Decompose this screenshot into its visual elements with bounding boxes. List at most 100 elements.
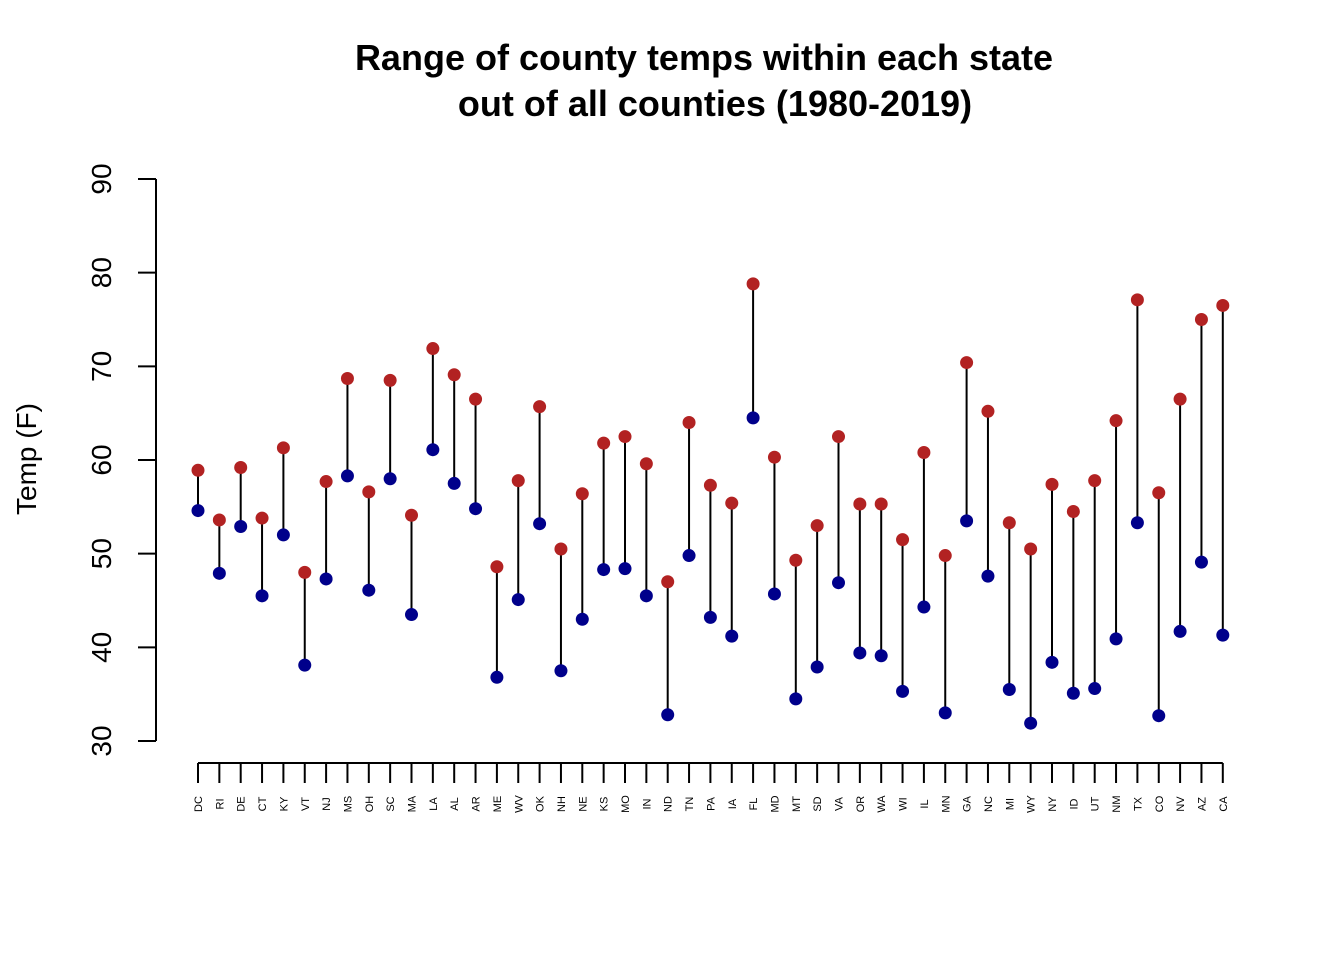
x-tick-label: IA bbox=[727, 798, 739, 809]
low-point-tn bbox=[682, 549, 696, 563]
high-point-dc bbox=[191, 463, 205, 477]
high-point-wa bbox=[874, 497, 888, 511]
high-point-wi bbox=[896, 533, 910, 547]
high-point-pa bbox=[703, 478, 717, 492]
high-point-wy bbox=[1024, 542, 1038, 556]
low-point-id bbox=[1066, 686, 1080, 700]
low-point-ks bbox=[597, 563, 611, 577]
low-point-nc bbox=[981, 569, 995, 583]
low-point-dc bbox=[191, 504, 205, 518]
high-point-ct bbox=[255, 511, 269, 525]
x-axis: DC RI DE CT KY VT NJ MS OH SC MA LA AL AR ME WV OK NH NE KS… bbox=[193, 762, 1230, 813]
low-point-ca bbox=[1216, 628, 1230, 642]
low-point-ky bbox=[276, 528, 290, 542]
low-point-az bbox=[1194, 555, 1208, 569]
low-point-ok bbox=[533, 517, 547, 531]
high-point-tn bbox=[682, 416, 696, 430]
high-point-nj bbox=[319, 475, 333, 489]
low-point-sd bbox=[810, 660, 824, 674]
x-tick-label: MI bbox=[1004, 798, 1016, 810]
low-point-wa bbox=[874, 649, 888, 663]
x-tick-label: CT bbox=[257, 796, 269, 811]
x-tick-label: NH bbox=[556, 796, 568, 812]
x-tick-label: VA bbox=[834, 796, 846, 811]
y-tick-label: 80 bbox=[86, 257, 117, 288]
high-point-ri bbox=[212, 513, 226, 527]
y-tick-label: 90 bbox=[86, 163, 117, 194]
low-point-va bbox=[832, 576, 845, 590]
high-point-ok bbox=[533, 400, 547, 414]
high-temp-points bbox=[191, 277, 1230, 589]
x-tick-label: MA bbox=[407, 795, 419, 812]
low-point-mt bbox=[789, 692, 803, 706]
low-point-mn bbox=[938, 706, 952, 720]
high-point-nd bbox=[661, 575, 675, 589]
x-tick-label: MS bbox=[342, 796, 354, 813]
low-point-vt bbox=[298, 658, 312, 672]
high-point-ma bbox=[405, 508, 418, 522]
low-point-oh bbox=[362, 583, 376, 597]
high-point-ut bbox=[1088, 474, 1102, 488]
x-tick-label: LA bbox=[428, 797, 440, 811]
high-point-va bbox=[832, 430, 845, 444]
y-tick-label: 60 bbox=[86, 444, 117, 475]
low-point-ne bbox=[575, 612, 589, 626]
high-point-ga bbox=[960, 356, 974, 370]
x-tick-label: SD bbox=[812, 796, 824, 811]
x-tick-label: AR bbox=[471, 796, 483, 811]
low-temp-points bbox=[191, 411, 1230, 730]
x-tick-label: MN bbox=[940, 795, 952, 812]
low-point-nm bbox=[1109, 632, 1123, 646]
low-point-wi bbox=[896, 684, 910, 698]
low-point-mi bbox=[1002, 682, 1016, 696]
low-point-nv bbox=[1173, 624, 1187, 638]
y-axis: 30 40 50 60 70 80 90 bbox=[86, 163, 157, 757]
low-point-ri bbox=[212, 566, 226, 580]
x-tick-label: MD bbox=[769, 795, 781, 812]
high-point-ky bbox=[276, 441, 290, 455]
high-point-nh bbox=[554, 542, 568, 556]
high-point-mt bbox=[789, 553, 803, 567]
high-point-co bbox=[1152, 486, 1166, 500]
high-point-mi bbox=[1002, 516, 1016, 530]
y-tick-label: 50 bbox=[86, 538, 117, 569]
x-tick-label: MO bbox=[620, 795, 632, 813]
high-point-oh bbox=[362, 485, 376, 499]
low-point-ms bbox=[340, 469, 354, 483]
low-point-la bbox=[426, 443, 440, 457]
low-point-in bbox=[639, 589, 653, 603]
x-tick-label: RI bbox=[214, 799, 226, 810]
low-point-nh bbox=[554, 664, 568, 678]
high-point-fl bbox=[746, 277, 760, 291]
high-point-mn bbox=[938, 549, 952, 563]
high-point-nv bbox=[1173, 392, 1187, 406]
x-tick-label: ND bbox=[663, 796, 675, 812]
x-tick-label: GA bbox=[962, 795, 974, 812]
low-point-ar bbox=[469, 502, 483, 516]
high-point-ia bbox=[725, 496, 739, 510]
x-tick-label: ME bbox=[492, 796, 504, 813]
low-point-md bbox=[767, 587, 781, 601]
low-point-mo bbox=[618, 562, 632, 576]
high-point-az bbox=[1194, 313, 1208, 326]
x-tick-label: NJ bbox=[321, 797, 333, 810]
low-point-ut bbox=[1088, 682, 1102, 696]
chart-title-line-1: Range of county temps within each state bbox=[355, 37, 1053, 78]
low-point-il bbox=[917, 600, 931, 614]
x-tick-label: WI bbox=[898, 797, 910, 810]
low-point-al bbox=[447, 476, 461, 490]
high-point-il bbox=[917, 446, 931, 460]
low-point-de bbox=[234, 520, 248, 534]
low-point-fl bbox=[746, 411, 760, 425]
low-point-ga bbox=[960, 514, 974, 528]
low-point-ny bbox=[1045, 655, 1059, 669]
low-point-nd bbox=[661, 708, 675, 722]
x-tick-label: NY bbox=[1047, 796, 1059, 812]
x-tick-label: AZ bbox=[1196, 797, 1208, 811]
high-point-ar bbox=[469, 392, 483, 406]
low-point-ia bbox=[725, 629, 739, 643]
x-tick-label: IN bbox=[641, 798, 653, 809]
x-tick-label: WV bbox=[513, 794, 525, 812]
high-point-nm bbox=[1109, 414, 1123, 428]
